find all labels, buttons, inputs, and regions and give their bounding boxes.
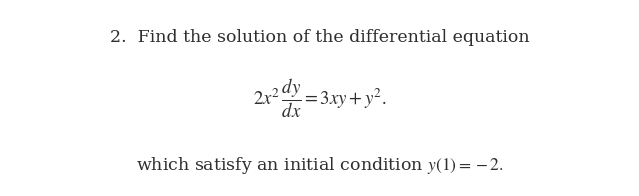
Text: $2x^2\,\dfrac{dy}{dx} = 3xy + y^2.$: $2x^2\,\dfrac{dy}{dx} = 3xy + y^2.$ [252,76,387,120]
Text: which satisfy an initial condition $y(1) = -2.$: which satisfy an initial condition $y(1)… [136,155,503,176]
Text: 2.  Find the solution of the differential equation: 2. Find the solution of the differential… [110,29,529,46]
